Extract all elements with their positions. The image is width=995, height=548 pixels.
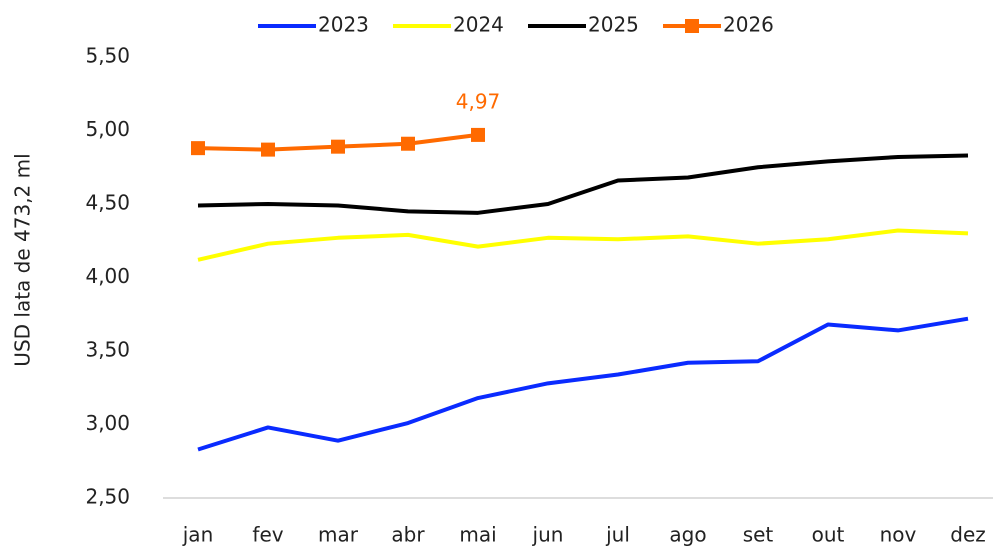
x-tick-label: dez <box>950 523 986 547</box>
marker <box>471 127 485 142</box>
marker <box>261 142 275 157</box>
x-tick-label: ago <box>669 523 706 547</box>
y-tick-label: 5,00 <box>85 117 130 141</box>
line <box>197 153 969 215</box>
marker <box>331 139 345 154</box>
y-tick-label: 3,00 <box>85 411 130 435</box>
x-tick-label: abr <box>391 523 425 547</box>
legend-label: 2025 <box>588 13 639 37</box>
legend-label: 2023 <box>318 13 369 37</box>
x-tick-label: fev <box>252 523 283 547</box>
marker <box>191 141 205 156</box>
line <box>197 228 969 262</box>
x-tick-label: jun <box>532 523 564 547</box>
x-tick-label: out <box>812 523 845 547</box>
x-tick-label: set <box>743 523 774 547</box>
x-tick-label: jul <box>605 523 630 547</box>
marker <box>401 136 415 151</box>
line <box>197 316 969 452</box>
legend-label: 2026 <box>723 13 774 37</box>
data-label: 4,97 <box>456 89 501 113</box>
legend-label: 2024 <box>453 13 504 37</box>
y-tick-label: 4,00 <box>85 264 130 288</box>
y-tick-label: 4,50 <box>85 191 130 215</box>
legend-marker <box>685 19 699 33</box>
y-tick-label: 5,50 <box>85 44 130 68</box>
y-tick-label: 2,50 <box>85 485 130 509</box>
x-tick-label: mai <box>459 523 496 547</box>
x-tick-label: jan <box>182 523 214 547</box>
y-axis-label: USD lata de 473,2 ml <box>11 153 35 366</box>
x-tick-label: mar <box>318 523 359 547</box>
x-tick-label: nov <box>880 523 917 547</box>
y-tick-label: 3,50 <box>85 338 130 362</box>
